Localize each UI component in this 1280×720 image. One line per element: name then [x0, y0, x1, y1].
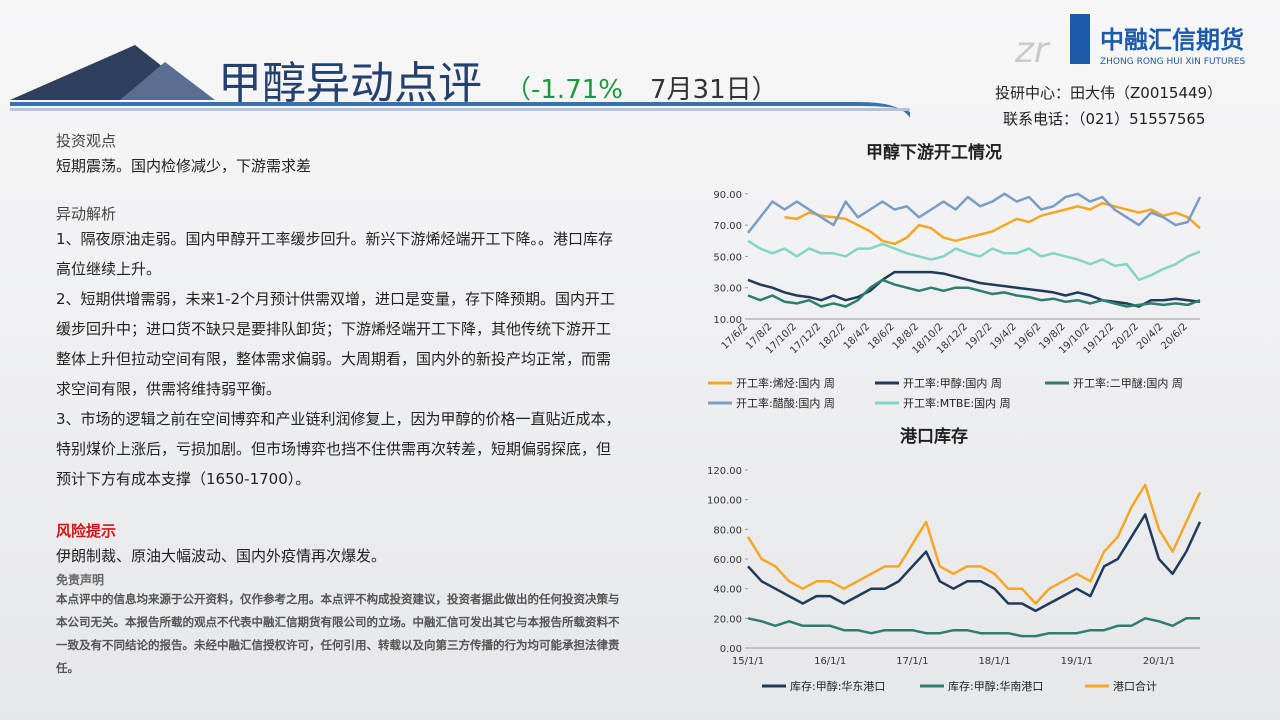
change: （-1.71% — [505, 75, 623, 105]
legend-label: 库存:甲醇:华南港口 — [948, 679, 1043, 693]
series-line — [747, 617, 1200, 638]
legend-label: 开工率:烯烃:国内 周 — [736, 376, 835, 390]
paragraph: 2、短期供增需弱，未来1-2个月预计供需双增，进口是变量，存下降预期。国内开工缓… — [56, 290, 616, 398]
y-tick-label: 50.00 — [713, 252, 742, 263]
legend-label: 库存:甲醇:华东港口 — [790, 679, 885, 693]
x-tick-label: 19/6/2 — [1013, 321, 1044, 352]
y-tick-label: 80.00 — [713, 525, 742, 536]
x-tick-label: 18/1/1 — [978, 656, 1010, 667]
series-line — [747, 192, 1202, 234]
legend-label: 开工率:甲醇:国内 周 — [903, 376, 1002, 390]
logo-f — [1070, 14, 1090, 64]
heading: 投资观点 — [56, 132, 117, 150]
x-tick-label: 20/4/2 — [1135, 321, 1166, 352]
y-tick-label: 90.00 — [713, 190, 742, 201]
x-tick-label: 17/1/1 — [896, 656, 928, 667]
series-line — [747, 513, 1202, 613]
logo-sub: ZHONG RONG HUI XIN FUTURES — [1100, 57, 1246, 67]
paragraph: 3、市场的逻辑之前在空间博弈和产业链利润修复上，因为甲醇的价格一直贴近成本，特别… — [56, 410, 621, 488]
header-line — [10, 108, 910, 111]
chart-title: 港口库存 — [900, 426, 968, 447]
risk-text: 伊朗制裁、原油大幅波动、国内外疫情再次爆发。 — [56, 547, 387, 565]
disclaimer: 本点评中的信息均来源于公开资料，仅作参考之用。本点评不构成投资建议，投资者据此做… — [56, 592, 620, 675]
x-tick-label: 18/6/2 — [866, 321, 897, 352]
y-tick-label: 40.00 — [713, 585, 742, 596]
view-text: 短期震荡。国内检修减少，下游需求差 — [56, 157, 312, 175]
x-tick-label: 20/6/2 — [1159, 321, 1190, 352]
y-tick-label: 10.00 — [713, 315, 742, 326]
header-triangle-light — [120, 62, 215, 100]
series-line — [747, 239, 1201, 282]
series-line — [784, 201, 1201, 246]
y-tick-label: 60.00 — [713, 555, 742, 566]
y-tick-label: 120.00 — [707, 466, 742, 477]
text-column: 投资观点 短期震荡。国内检修减少，下游需求差 异动解析 1、隔夜原油走弱。国内甲… — [56, 130, 621, 680]
logo-mark: zr — [1014, 30, 1051, 71]
y-tick-label: 20.00 — [713, 614, 742, 625]
heading: 风险提示 — [56, 522, 117, 540]
x-tick-label: 20/2/2 — [1111, 321, 1142, 352]
x-tick-label: 15/1/1 — [732, 656, 764, 667]
heading: 异动解析 — [56, 205, 117, 223]
contact: 投研中心：田大伟（Z0015449） — [995, 84, 1222, 102]
x-tick-label: 19/2/2 — [964, 321, 995, 352]
date: 7月31日） — [650, 75, 778, 105]
x-tick-label: 18/2/2 — [817, 321, 848, 352]
title: 甲醇异动点评 — [218, 58, 482, 109]
y-tick-label: 0.00 — [720, 644, 742, 655]
x-tick-label: 19/4/2 — [988, 321, 1019, 352]
x-tick-label: 19/1/1 — [1061, 656, 1093, 667]
x-tick-label: 20/1/1 — [1143, 656, 1175, 667]
x-tick-label: 18/4/2 — [842, 321, 873, 352]
legend-label: 开工率:MTBE:国内 周 — [903, 396, 1011, 410]
legend-label: 港口合计 — [1113, 679, 1157, 693]
legend-label: 开工率:醋酸:国内 周 — [736, 396, 835, 410]
y-tick-label: 70.00 — [713, 221, 742, 232]
header-band — [10, 102, 910, 118]
paragraph: 1、隔夜原油走弱。国内甲醇开工率缓步回升。新兴下游烯烃端开工下降。。港口库存高位… — [56, 230, 614, 278]
y-tick-label: 100.00 — [707, 496, 742, 507]
chart-title: 甲醇下游开工情况 — [866, 142, 1002, 163]
y-tick-label: 30.00 — [713, 284, 742, 295]
x-tick-label: 16/1/1 — [814, 656, 846, 667]
series-line — [747, 278, 1201, 308]
legend-label: 开工率:二甲醚:国内 周 — [1073, 376, 1183, 390]
series-line — [746, 483, 1202, 605]
contact: 联系电话：（021）51557565 — [1003, 110, 1205, 128]
heading: 免责声明 — [56, 573, 105, 587]
series-line — [747, 270, 1201, 308]
logo-name: 中融汇信期货 — [1100, 26, 1244, 54]
